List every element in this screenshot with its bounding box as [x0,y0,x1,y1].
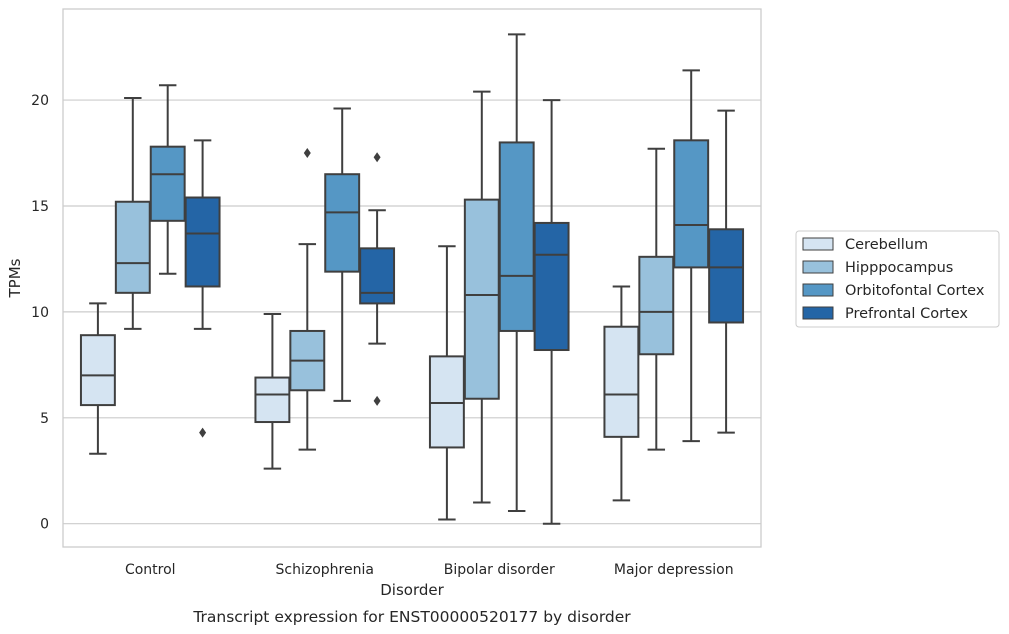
plot-area-frame [62,8,762,548]
box-iqr [638,255,675,356]
legend-items: Cerebellum Hipppocampus Orbitofontal Corte… [802,237,985,322]
y-tick-labels: 0 5 10 15 20 [31,93,49,533]
legend-label: Prefrontal Cortex [845,306,968,322]
box-iqr [428,355,465,449]
outlier-point [303,148,311,159]
box-iqr [254,376,291,424]
box-iqr [708,228,745,324]
box-iqr [463,198,500,400]
box-group [603,285,640,502]
outlier-point [199,427,207,438]
box-group [498,33,535,512]
legend-frame [795,230,1000,328]
y-tick-label: 15 [31,199,49,215]
legend-swatch [802,260,834,274]
box-iqr [603,325,640,438]
box-group [428,245,465,521]
y-tick-label: 0 [40,517,49,533]
box-iqr [498,141,535,332]
legend-swatch [802,306,834,320]
box-group [359,152,396,406]
box-iqr [79,334,116,407]
box-iqr [533,221,570,352]
box-series-layer [79,33,745,525]
y-axis-label: TPMs [6,258,24,298]
y-tick-label: 5 [40,411,49,427]
x-tick-label: Control [125,562,176,578]
box-iqr [324,173,361,273]
figure-caption: Transcript expression for ENST0000052017… [192,608,631,626]
box-iqr [114,200,151,294]
box-group [79,302,116,455]
box-group [463,90,500,504]
box-group [149,84,186,275]
box-group [289,148,326,451]
x-tick-label: Bipolar disorder [444,562,555,578]
outlier-point [373,395,381,406]
y-tick-label: 20 [31,93,49,109]
box-group [324,107,361,402]
legend-swatch [802,283,834,297]
y-tick-label: 10 [31,305,49,321]
outlier-point [373,152,381,163]
box-group [533,99,570,525]
legend-label: Cerebellum [845,237,928,253]
x-tick-labels: Control Schizophrenia Bipolar disorder Majo… [125,562,734,578]
x-tick-label: Schizophrenia [276,562,374,578]
legend-label: Hipppocampus [845,260,953,276]
box-group [184,139,221,438]
box-iqr [149,145,186,222]
box-group [114,96,151,330]
legend-label: Orbitofontal Cortex [845,283,985,299]
box-iqr [184,196,221,288]
box-group [638,147,675,451]
legend: Cerebellum Hipppocampus Orbitofontal Corte… [795,230,1000,328]
box-group [254,313,291,470]
box-group [708,109,745,434]
box-group [673,69,710,443]
legend-swatch [802,237,834,251]
box-iqr [359,247,396,305]
x-tick-label: Major depression [614,562,734,578]
box-iqr [673,139,710,269]
x-axis-label: Disorder [380,581,444,599]
